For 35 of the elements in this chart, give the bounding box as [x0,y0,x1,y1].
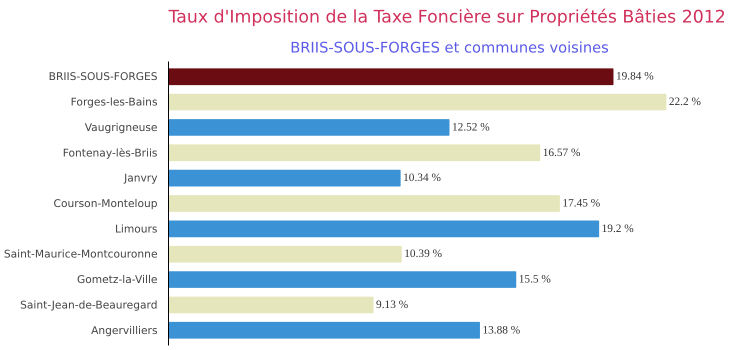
y-tick-label: Saint-Maurice-Montcouronne [4,248,158,261]
data-label: 17.45 % [562,198,601,210]
data-label: 16.57 % [542,146,582,159]
data-label: 15.5 % [518,274,552,286]
bar [168,195,560,212]
bar [168,246,402,263]
y-tick-label: Forges-les-Bains [70,96,158,109]
data-label: 9.13 % [376,298,409,311]
bar [168,144,540,162]
data-label: 19.84 % [616,70,654,83]
bar [168,170,401,187]
bar [168,271,516,288]
bar [168,68,614,86]
data-label: 10.39 % [404,248,443,260]
bar [168,119,450,136]
data-label: 13.88 % [482,324,521,336]
bar [168,322,480,339]
chart-subtitle: BRIIS-SOUS-FORGES et communes voisines [290,40,609,56]
data-label: 19.2 % [602,222,634,235]
data-label: 10.34 % [403,172,442,184]
y-tick-label: Limours [115,222,158,236]
y-tick-label: Janvry [123,172,158,185]
data-label: 22.2 % [668,96,702,108]
y-tick-label: Gometz-la-Ville [76,273,158,286]
y-tick-label: Vaugrigneuse [84,120,158,134]
y-tick-label: Saint-Jean-de-Beauregard [20,298,158,312]
chart-title: Taux d'Imposition de la Taxe Foncière sur Propriétés Bâties 2012 [168,8,726,28]
bar [168,94,666,110]
y-tick-label: BRIIS-SOUS-FORGES [48,70,158,84]
data-label: 12.52 % [452,121,490,134]
bar [168,296,374,314]
y-tick-label: Angervilliers [91,324,158,337]
y-tick-label: Fontenay-lès-Briis [62,146,158,160]
bar [168,220,600,238]
y-tick-label: Courson-Monteloup [54,197,158,210]
